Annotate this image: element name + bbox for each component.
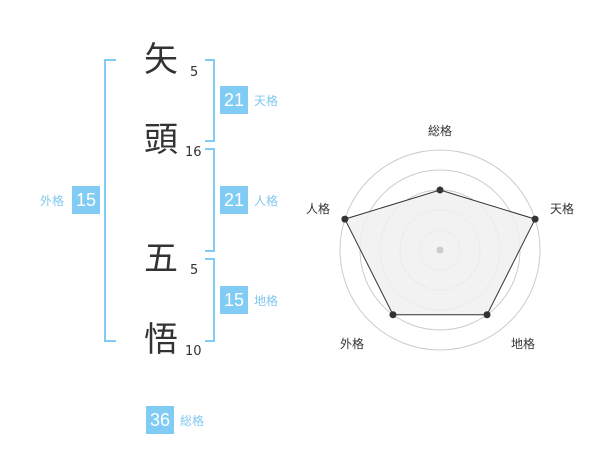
soukaku-value: 36 (146, 406, 174, 434)
name-char-2: 頭 (144, 120, 178, 160)
radar-point-0 (436, 186, 444, 194)
radar-point-1 (531, 215, 539, 223)
radar-label-jinkaku: 人格 (306, 202, 331, 216)
name-char-3: 五 (144, 239, 178, 279)
tenkaku-label: 天格 (254, 94, 279, 108)
radar-label-gaikaku: 外格 (340, 337, 365, 351)
radar-label-soukaku: 総格 (428, 124, 453, 138)
chikaku-bracket (205, 258, 215, 342)
soukaku-label: 総格 (180, 414, 205, 428)
jinkaku-label: 人格 (254, 194, 279, 208)
stroke-count-4: 10 (185, 344, 202, 359)
chikaku-label: 地格 (254, 294, 279, 308)
jinkaku-bracket (205, 148, 215, 252)
radar-point-4 (341, 215, 349, 223)
name-char-1: 矢 (144, 40, 178, 80)
radar-point-2 (483, 311, 491, 319)
name-char-4: 悟 (144, 320, 178, 360)
tenkaku-bracket (205, 59, 215, 142)
tenkaku-value: 21 (220, 86, 248, 114)
stroke-count-1: 5 (190, 65, 199, 80)
radar-point-3 (389, 311, 397, 319)
radar-center-dot (436, 246, 444, 254)
stroke-count-2: 16 (185, 145, 202, 160)
radar-grid-ring (339, 149, 541, 351)
stroke-count-3: 5 (190, 263, 199, 278)
gaikaku-label: 外格 (40, 194, 65, 208)
radar-label-tenkaku: 天格 (550, 202, 575, 216)
chikaku-value: 15 (220, 286, 248, 314)
jinkaku-value: 21 (220, 186, 248, 214)
radar-label-chikaku: 地格 (511, 337, 536, 351)
gaikaku-bracket (104, 59, 116, 342)
gaikaku-value: 15 (72, 186, 100, 214)
